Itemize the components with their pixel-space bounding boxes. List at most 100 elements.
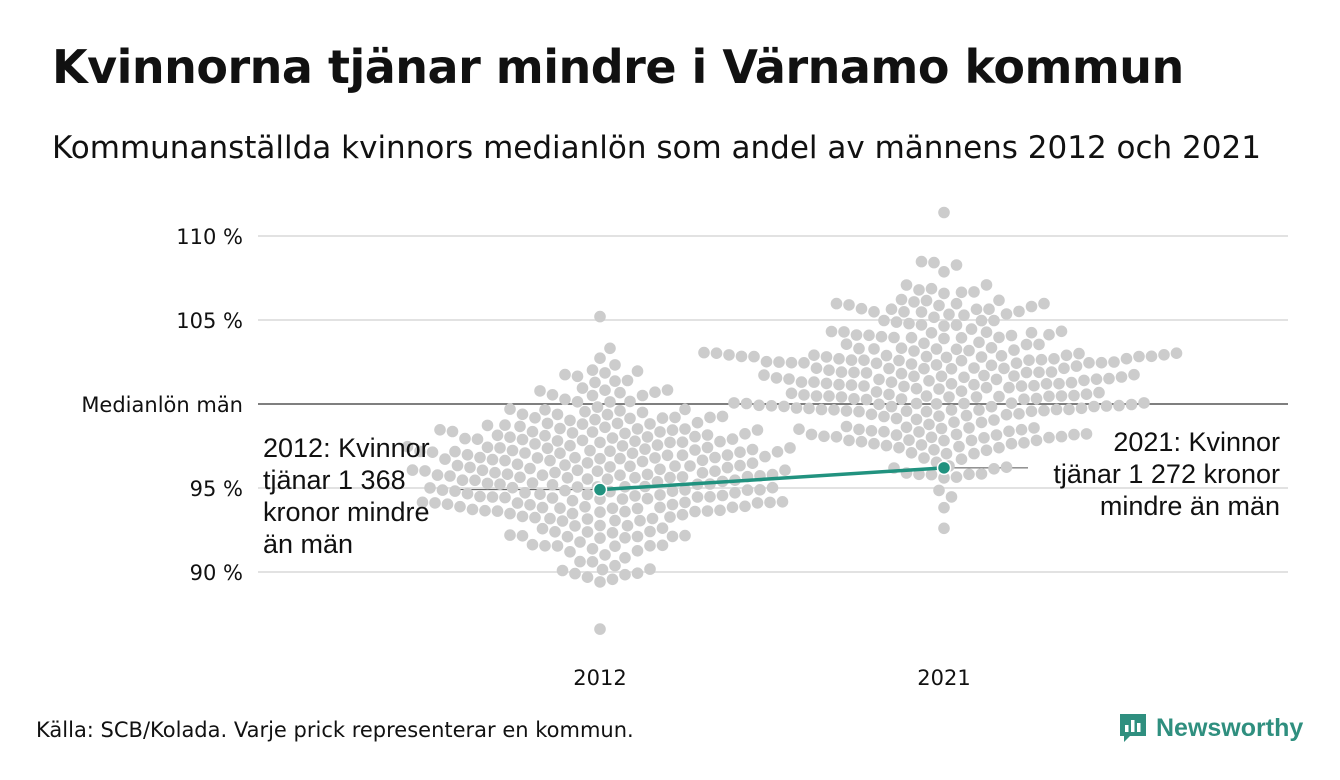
municipality-dot: [1070, 360, 1083, 372]
municipality-dot: [835, 366, 848, 378]
municipality-dot: [604, 396, 616, 408]
municipality-dot: [885, 303, 898, 316]
municipality-dot: [940, 351, 953, 364]
municipality-dot: [1025, 326, 1038, 339]
y-tick-label: 95 %: [190, 477, 243, 501]
municipality-dot: [968, 362, 980, 374]
municipality-dot: [619, 505, 631, 518]
municipality-dot: [1033, 338, 1045, 351]
municipality-dot: [975, 351, 988, 363]
municipality-dot: [591, 401, 604, 413]
municipality-dot: [664, 471, 676, 484]
reference-line-label: Medianlön män: [81, 393, 243, 417]
municipality-dot: [938, 206, 950, 219]
municipality-dot: [1078, 374, 1090, 387]
municipality-dot: [624, 412, 636, 425]
municipality-dot: [1025, 405, 1038, 418]
municipality-dot: [938, 320, 950, 332]
municipality-dot: [669, 460, 681, 472]
municipality-dot: [606, 573, 619, 586]
municipality-dot: [1055, 390, 1068, 402]
municipality-dot: [945, 491, 958, 503]
municipality-dot: [955, 332, 968, 344]
municipality-dot: [883, 388, 895, 401]
municipality-dot: [935, 370, 948, 383]
municipality-dot: [606, 432, 619, 444]
municipality-dot: [843, 434, 855, 447]
chart-subtitle: Kommunanställda kvinnors medianlön som a…: [52, 130, 1261, 166]
municipality-dot: [599, 384, 611, 397]
municipality-dot: [955, 385, 968, 398]
municipality-dot: [913, 284, 925, 296]
municipality-dot: [679, 529, 691, 542]
municipality-dot: [739, 500, 751, 513]
municipality-dot: [479, 504, 491, 517]
municipality-dot: [928, 444, 940, 456]
municipality-dot: [766, 481, 779, 494]
municipality-dot: [546, 389, 559, 401]
municipality-dot: [634, 514, 646, 527]
municipality-dot: [728, 397, 740, 409]
municipality-dot: [913, 426, 925, 438]
municipality-dot: [998, 362, 1010, 375]
municipality-dot: [551, 540, 564, 552]
municipality-dot: [739, 428, 751, 440]
municipality-dot: [965, 323, 978, 335]
municipality-dot: [589, 376, 601, 389]
municipality-dot: [845, 379, 858, 391]
municipality-dot: [544, 454, 556, 467]
municipality-dot: [594, 623, 606, 635]
municipality-dot: [571, 481, 584, 493]
municipality-dot: [569, 520, 581, 532]
municipality-dot: [808, 376, 820, 388]
municipality-dot: [918, 337, 930, 350]
municipality-dot: [599, 421, 611, 434]
municipality-dot: [734, 446, 746, 459]
municipality-dot: [664, 511, 676, 523]
municipality-dot: [524, 499, 536, 511]
municipality-dot: [594, 436, 606, 449]
municipality-dot: [689, 430, 701, 443]
municipality-dot: [581, 473, 594, 485]
municipality-dot: [771, 446, 784, 458]
municipality-dot: [990, 373, 1003, 386]
municipality-dot: [870, 386, 883, 398]
municipality-dot: [644, 525, 656, 538]
municipality-dot: [1015, 423, 1028, 436]
municipality-dot: [1158, 349, 1170, 361]
municipality-dot: [534, 385, 546, 397]
municipality-dot: [1035, 353, 1048, 366]
municipality-dot: [968, 378, 980, 391]
municipality-dot: [579, 405, 591, 418]
municipality-dot: [988, 414, 1000, 426]
municipality-dot: [1120, 352, 1133, 365]
municipality-dot: [785, 356, 798, 369]
municipality-dot: [765, 400, 778, 412]
municipality-dot: [569, 567, 581, 580]
municipality-dot: [1030, 392, 1043, 405]
municipality-dot: [860, 393, 873, 406]
municipality-dot: [878, 314, 890, 327]
municipality-dot: [701, 505, 714, 517]
municipality-dot: [511, 497, 524, 509]
municipality-dot: [666, 485, 679, 498]
municipality-dot: [1013, 305, 1025, 318]
municipality-dot: [539, 429, 551, 442]
municipality-dot: [698, 346, 710, 359]
municipality-dot: [895, 367, 908, 380]
municipality-dot: [980, 279, 993, 291]
municipality-dot: [965, 434, 978, 447]
municipality-dot: [795, 376, 808, 388]
municipality-dot: [566, 494, 579, 507]
municipality-dot: [504, 403, 516, 415]
municipality-dot: [1050, 403, 1063, 416]
municipality-dot: [569, 451, 581, 464]
municipality-dot: [950, 319, 963, 331]
municipality-dot: [723, 349, 735, 361]
municipality-dot: [746, 443, 759, 456]
municipality-dot: [798, 389, 810, 401]
municipality-dot: [993, 294, 1005, 307]
municipality-dot: [1003, 381, 1015, 394]
municipality-dot: [1028, 379, 1040, 392]
